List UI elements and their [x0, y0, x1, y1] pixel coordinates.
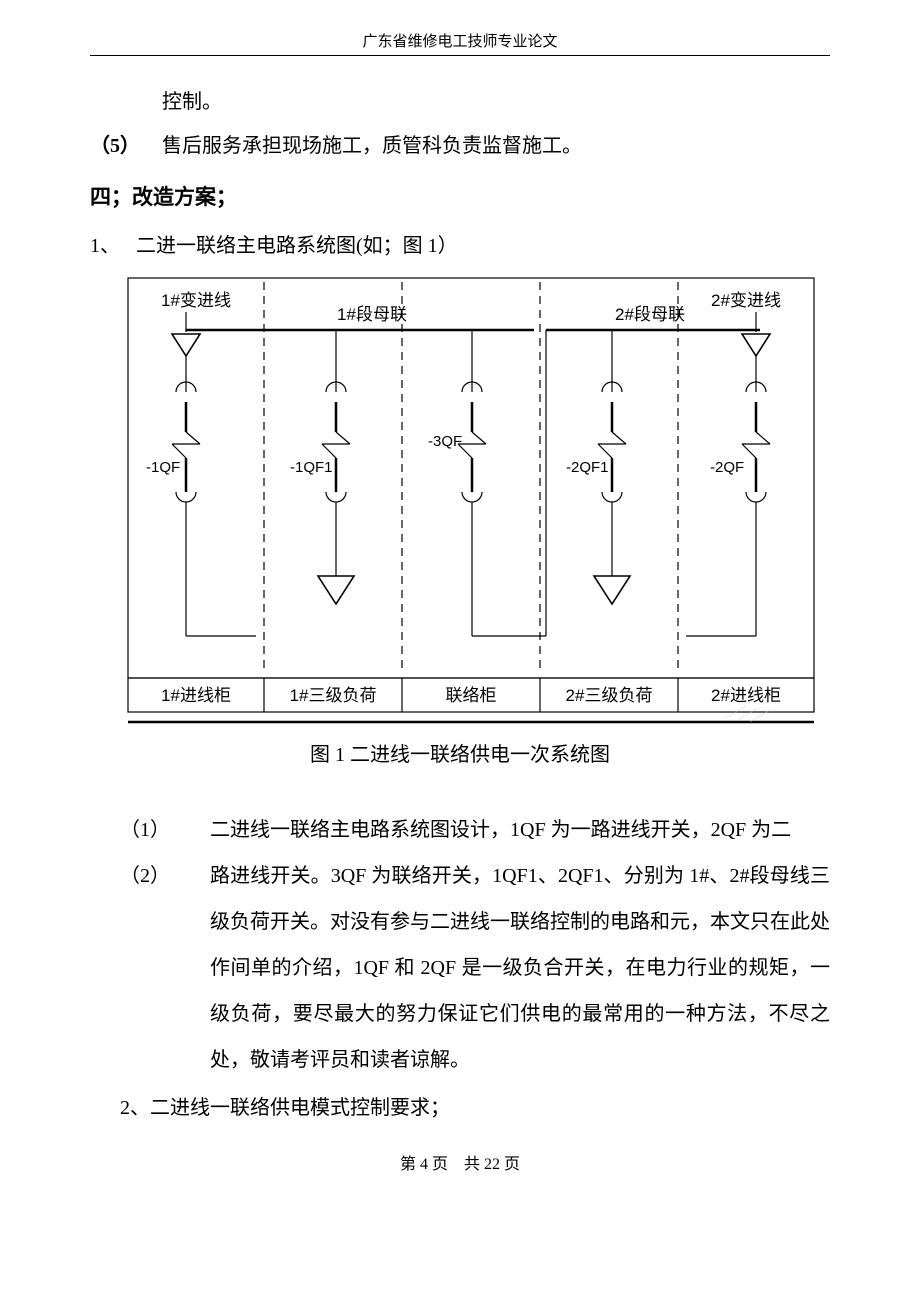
label-1qf1: -1QF1	[290, 459, 333, 476]
page-footer: 第 4 页 共 22 页	[90, 1150, 830, 1174]
label-c4: 2#三级负荷	[566, 686, 653, 705]
label-1qf: -1QF	[146, 459, 180, 476]
page: 广东省维修电工技师专业论文 控制。 （5） 售后服务承担现场施工，质管科负责监督…	[0, 0, 920, 1214]
diagram-svg: 1#变进线 1#段母联 2#段母联 2#变进线	[126, 276, 816, 726]
section-2-line: 2、二进线一联络供电模式控制要求；	[120, 1091, 830, 1120]
label-c3: 联络柜	[446, 686, 497, 705]
running-header: 广东省维修电工技师专业论文	[90, 30, 830, 51]
header-rule	[90, 55, 830, 56]
item5-text: 售后服务承担现场施工，质管科负责监督施工。	[162, 124, 582, 168]
label-c2: 1#三级负荷	[290, 686, 377, 705]
circuit-diagram: 1#变进线 1#段母联 2#段母联 2#变进线	[126, 276, 816, 726]
list-item-1: 1、 二进一联络主电路系统图(如；图 1）	[90, 224, 830, 268]
label-2qf1: -2QF1	[566, 459, 609, 476]
label-in1: 1#变进线	[161, 291, 231, 310]
list1-number: 1、	[90, 224, 136, 268]
footer-page: 第 4 页	[400, 1156, 448, 1173]
sublist: （1） 二进线一联络主电路系统图设计，1QF 为一路进线开关，2QF 为二 （2…	[120, 807, 830, 1083]
section4-title: 四；改造方案；	[90, 174, 830, 220]
sub-item-1: （1） 二进线一联络主电路系统图设计，1QF 为一路进线开关，2QF 为二	[120, 807, 830, 853]
item5-number: （5）	[90, 124, 162, 168]
label-bus1: 1#段母联	[337, 305, 407, 324]
list-item-5: （5） 售后服务承担现场施工，质管科负责监督施工。	[90, 124, 830, 168]
label-c1: 1#进线柜	[161, 686, 231, 705]
label-3qf: -3QF	[428, 433, 462, 450]
label-c5: 2#进线柜	[711, 686, 781, 705]
footer-total: 共 22 页	[464, 1156, 520, 1173]
figure-caption: 图 1 二进线一联络供电一次系统图	[90, 738, 830, 767]
sub2-num: （2）	[120, 853, 210, 1083]
sub1-text: 二进线一联络主电路系统图设计，1QF 为一路进线开关，2QF 为二	[210, 807, 830, 853]
sub2-text: 路进线开关。3QF 为联络开关，1QF1、2QF1、分别为 1#、2#段母线三级…	[210, 853, 830, 1083]
sub1-num: （1）	[120, 807, 210, 853]
sub-item-2: （2） 路进线开关。3QF 为联络开关，1QF1、2QF1、分别为 1#、2#段…	[120, 853, 830, 1083]
continuation-line: 控制。	[162, 80, 830, 124]
label-2qf: -2QF	[710, 459, 744, 476]
list1-text: 二进一联络主电路系统图(如；图 1）	[136, 224, 458, 268]
label-bus2: 2#段母联	[615, 305, 685, 324]
label-in2: 2#变进线	[711, 291, 781, 310]
